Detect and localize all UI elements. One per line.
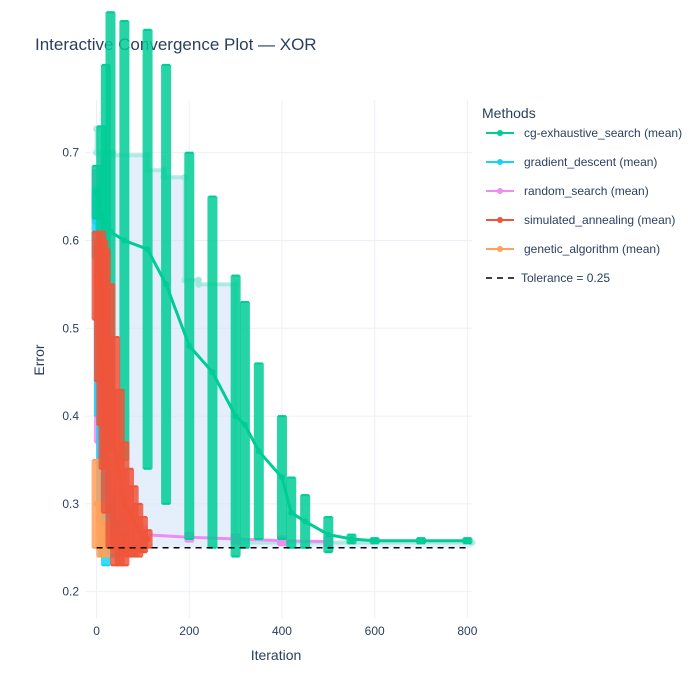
series-point — [102, 219, 109, 226]
legend-item-label: genetic_algorithm (mean) — [524, 242, 660, 256]
y-tick-label: 0.6 — [62, 233, 79, 247]
legend-item-label: gradient_descent (mean) — [524, 155, 657, 169]
legend-swatch-marker — [497, 246, 503, 252]
series-point — [163, 281, 170, 288]
series-point — [325, 531, 332, 538]
series-3 — [91, 230, 153, 567]
series-point — [288, 509, 295, 516]
series-point — [348, 535, 355, 542]
series-point — [98, 211, 105, 218]
series-point — [102, 377, 109, 384]
x-tick-label: 200 — [179, 624, 199, 638]
series-point — [107, 228, 114, 235]
series-point — [255, 448, 262, 455]
y-tick-label: 0.7 — [62, 146, 79, 160]
best-run-point — [195, 280, 203, 288]
series-point — [241, 421, 248, 428]
y-axis-title: Error — [31, 344, 47, 375]
series-point — [98, 527, 105, 534]
legend-item-4[interactable]: genetic_algorithm (mean) — [486, 242, 660, 256]
series-point — [144, 246, 151, 253]
legend-item-1[interactable]: gradient_descent (mean) — [486, 155, 657, 169]
series-point — [144, 535, 151, 542]
series-point — [98, 325, 105, 332]
series-point — [464, 537, 471, 544]
series-point — [116, 474, 123, 481]
series-point — [278, 474, 285, 481]
legend-swatch-marker — [497, 217, 503, 223]
x-tick-label: 600 — [365, 624, 385, 638]
series-layer — [91, 11, 473, 567]
series-point — [100, 351, 107, 358]
series-point — [130, 518, 137, 525]
legend[interactable]: Methods cg-exhaustive_search (mean) gradi… — [482, 105, 682, 285]
legend-swatch-marker — [497, 188, 503, 194]
legend-item-5[interactable]: Tolerance = 0.25 — [486, 271, 610, 285]
series-point — [135, 527, 142, 534]
series-point — [121, 237, 128, 244]
legend-item-0[interactable]: cg-exhaustive_search (mean) — [486, 126, 682, 140]
x-tick-label: 0 — [93, 624, 100, 638]
series-point — [93, 189, 100, 196]
series-point — [418, 537, 425, 544]
series-point — [121, 500, 128, 507]
x-axis-title: Iteration — [251, 647, 302, 663]
axis-ticks: 0 200 400 600 800 0.2 0.3 0.4 0.5 0.6 0.7 — [62, 146, 477, 638]
series-point — [371, 537, 378, 544]
series-point — [95, 307, 102, 314]
legend-item-label: cg-exhaustive_search (mean) — [524, 126, 682, 140]
y-tick-label: 0.4 — [62, 409, 79, 423]
legend-item-2[interactable]: random_search (mean) — [486, 184, 649, 198]
series-point — [209, 369, 216, 376]
chart-title: Interactive Convergence Plot — XOR — [35, 35, 317, 54]
y-tick-label: 0.5 — [62, 321, 79, 335]
series-point — [107, 413, 114, 420]
series-point — [112, 448, 119, 455]
series-point — [126, 509, 133, 516]
series-point — [302, 518, 309, 525]
legend-swatch-marker — [497, 159, 503, 165]
legend-swatch-marker — [497, 130, 503, 136]
x-tick-label: 400 — [272, 624, 292, 638]
legend-item-3[interactable]: simulated_annealing (mean) — [486, 213, 675, 227]
series-point — [93, 272, 100, 279]
series-point — [186, 342, 193, 349]
series-point — [93, 500, 100, 507]
legend-title: Methods — [482, 105, 536, 121]
legend-item-label: random_search (mean) — [524, 184, 649, 198]
x-tick-label: 800 — [457, 624, 477, 638]
y-tick-label: 0.3 — [62, 497, 79, 511]
legend-item-label: Tolerance = 0.25 — [521, 271, 610, 285]
y-tick-label: 0.2 — [62, 585, 79, 599]
series-point — [232, 413, 239, 420]
legend-item-label: simulated_annealing (mean) — [524, 213, 675, 227]
series-point — [139, 531, 146, 538]
